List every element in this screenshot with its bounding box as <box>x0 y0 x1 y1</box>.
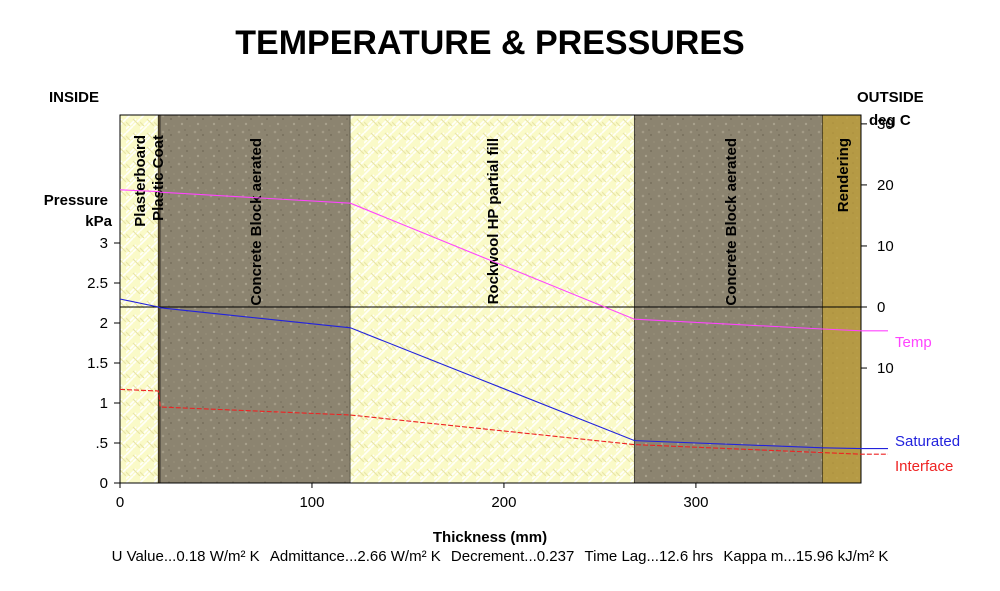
inside-label: INSIDE <box>49 89 99 106</box>
chart-series: Temp Saturated Interface <box>119 189 960 475</box>
left-axis-title-pressure: Pressure <box>44 192 108 209</box>
left-tick-label: 1 <box>100 395 108 412</box>
layer-4-fill <box>634 115 823 483</box>
left-tick-label: .5 <box>95 435 108 452</box>
kappa-text: Kappa m...15.96 kJ/m² K <box>723 548 889 565</box>
x-tick-label: 100 <box>299 494 324 511</box>
layer-1-fill <box>158 115 161 483</box>
right-tick-label: 20 <box>877 177 894 194</box>
layer-labels: Plasterboard Plastic Coat Concrete Block a… <box>132 135 852 306</box>
u-value-text: U Value...0.18 W/m² K <box>111 548 260 565</box>
layer-0-label: Plasterboard <box>132 135 149 227</box>
series-interface-line <box>119 388 888 455</box>
x-tick-label: 0 <box>116 494 124 511</box>
x-tick-label: 300 <box>683 494 708 511</box>
layer-1-label: Plastic Coat <box>150 135 167 221</box>
thermal-stats-bar: U Value...0.18 W/m² K Admittance...2.66 … <box>0 548 1000 565</box>
admittance-text: Admittance...2.66 W/m² K <box>269 548 441 565</box>
layer-2-fill <box>160 115 351 483</box>
left-tick-label: 2.5 <box>87 275 108 292</box>
right-tick-label: 0 <box>877 299 885 316</box>
time-lag-text: Time Lag...12.6 hrs <box>584 548 714 565</box>
decrement-text: Decrement...0.237 <box>450 548 575 565</box>
left-tick-label: 2 <box>100 315 108 332</box>
series-saturated-line <box>119 298 888 450</box>
left-tick-label: 1.5 <box>87 355 108 372</box>
left-tick-label: 3 <box>100 235 108 252</box>
right-tick-label: 10 <box>877 238 894 255</box>
layer-5-fill <box>822 115 861 483</box>
layer-4-label: Concrete Block aerated <box>723 138 740 306</box>
left-tick-label: 0 <box>100 475 108 492</box>
right-tick-label: 30 <box>877 116 894 133</box>
layer-3-label: Rockwool HP partial fill <box>485 138 502 304</box>
chart-title: TEMPERATURE & PRESSURES <box>235 24 744 62</box>
x-tick-label: 200 <box>491 494 516 511</box>
series-temp-line <box>119 189 888 332</box>
x-axis-label: Thickness (mm) <box>433 529 547 546</box>
layer-0-fill <box>120 115 159 483</box>
series-interface-label: Interface <box>895 458 953 475</box>
layer-2-label: Concrete Block aerated <box>248 138 265 306</box>
left-axis-title-unit: kPa <box>85 213 112 230</box>
series-saturated-label: Saturated <box>895 433 960 450</box>
right-axis-unit: deg C <box>869 112 911 129</box>
layer-5-label: Rendering <box>835 138 852 212</box>
series-temp-label: Temp <box>895 334 932 351</box>
outside-label: OUTSIDE <box>857 89 924 106</box>
right-tick-label: 10 <box>877 360 894 377</box>
